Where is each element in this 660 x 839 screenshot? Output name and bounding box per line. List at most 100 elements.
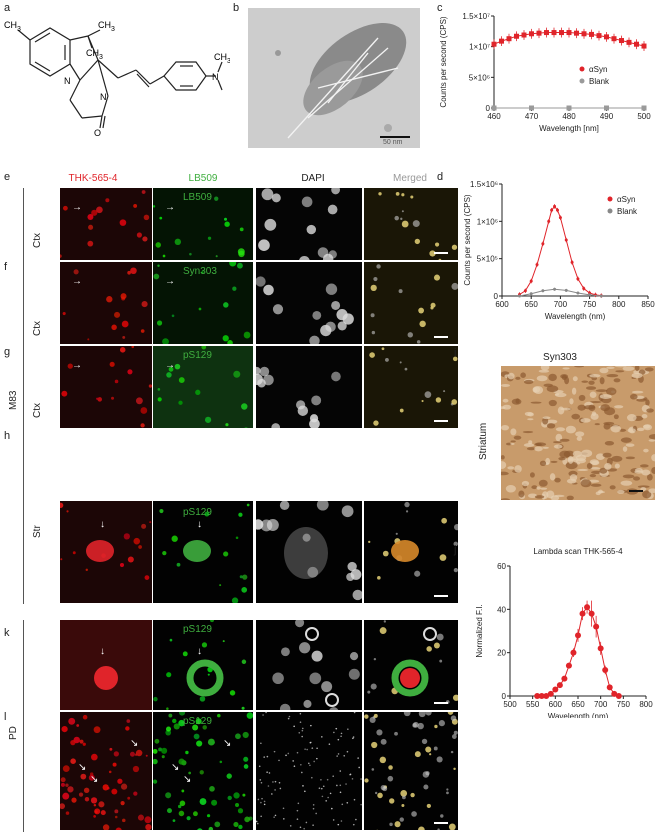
scale-bar-label: 50 nm — [383, 139, 403, 146]
ch3-label: CH3 — [4, 20, 21, 33]
chart-c: 460 470 480 490 500 0 5×10⁶ 1×10⁷ 1.5×10⁷ Wavelen… — [439, 12, 651, 133]
ch3-label: CH3 — [98, 20, 115, 33]
y-tick-label: 0 — [502, 692, 507, 701]
legend-label: αSyn — [617, 195, 635, 204]
ihc-row-label: Striatum — [478, 422, 489, 460]
arrow-icon: → — [72, 360, 82, 371]
x-tick-label: 700 — [554, 300, 568, 309]
row-label-m83: M83 — [8, 390, 19, 410]
data-point — [641, 43, 647, 49]
data-point — [588, 610, 595, 617]
data-point — [606, 684, 613, 691]
data-point — [491, 41, 497, 47]
scale-bar — [434, 420, 448, 422]
arrow-icon: ↘ — [78, 762, 87, 773]
data-point — [565, 662, 572, 669]
row-label-f: Ctx — [32, 321, 43, 336]
green-label-k: pS129 — [183, 624, 212, 635]
row-label-h: Str — [32, 525, 43, 538]
panel-label-e: e — [4, 171, 11, 183]
micrograph-l-red — [60, 712, 152, 830]
legend-label: Blank — [589, 77, 610, 86]
x-axis-label: Wavelength (nm) — [545, 312, 606, 321]
series-line — [519, 288, 602, 297]
micrograph-g-green — [153, 346, 253, 428]
legend-marker — [607, 208, 613, 214]
panel-label-i: i — [454, 347, 457, 359]
x-tick-label: 800 — [639, 700, 653, 709]
x-tick-label: 650 — [571, 700, 585, 709]
micrograph-k-green — [153, 620, 253, 710]
col-header-merged: Merged — [393, 173, 427, 184]
x-tick-label: 500 — [637, 112, 651, 121]
ihc-image — [501, 366, 655, 500]
arrow-icon: ↘ — [171, 762, 180, 773]
data-point — [579, 610, 586, 617]
data-point — [551, 30, 557, 36]
x-tick-label: 460 — [487, 112, 501, 121]
green-label-h: pS129 — [183, 507, 212, 518]
arrow-icon: → — [72, 202, 82, 213]
n-atom: N — [212, 72, 219, 82]
x-tick-label: 750 — [583, 300, 597, 309]
n-atom: N — [64, 76, 71, 86]
x-tick-label: 800 — [612, 300, 626, 309]
ch3-label: CH3 — [86, 48, 103, 61]
x-tick-label: 600 — [549, 700, 563, 709]
x-tick-label: 480 — [562, 112, 576, 121]
data-point — [599, 294, 603, 298]
micrograph-f-merged — [364, 262, 458, 344]
data-point — [529, 279, 533, 283]
data-point — [576, 277, 580, 281]
data-point — [576, 291, 580, 295]
n-atom: N — [100, 92, 107, 102]
x-tick-label: 850 — [641, 300, 655, 309]
panel-label-g: g — [4, 346, 11, 358]
x-tick-label: 550 — [526, 700, 540, 709]
micrograph-k-red — [60, 620, 152, 710]
data-point — [615, 693, 622, 699]
chart-title: Lambda scan THK-565-4 — [533, 548, 623, 556]
data-point — [561, 675, 568, 682]
data-point — [529, 31, 534, 37]
y-tick-label: 40 — [497, 605, 506, 614]
data-point — [538, 693, 545, 699]
x-tick-label: 470 — [525, 112, 539, 121]
ihc-title: Syn303 — [543, 352, 577, 363]
data-point — [574, 30, 579, 36]
data-point — [581, 31, 587, 37]
scale-bar — [434, 252, 448, 254]
green-label-f: Syn303 — [183, 266, 217, 277]
micrograph-e-red — [60, 188, 152, 260]
data-point — [543, 693, 550, 699]
x-tick-label: 490 — [600, 112, 614, 121]
data-point — [541, 289, 545, 293]
legend-label: Blank — [617, 207, 638, 216]
micrograph-f-dapi — [256, 262, 362, 344]
data-point — [491, 105, 497, 111]
data-point — [555, 208, 559, 212]
y-axis-label: Counts per second (CPS) — [463, 194, 472, 285]
legend-marker — [579, 66, 585, 72]
y-tick-label: 5×10⁶ — [469, 73, 490, 82]
data-point — [506, 36, 512, 42]
micrograph-e-dapi — [256, 188, 362, 260]
data-point — [536, 30, 542, 36]
panel-label-a: a — [4, 2, 11, 14]
data-point — [499, 38, 504, 44]
data-point — [518, 294, 522, 298]
panel-label-d: d — [437, 171, 444, 183]
data-point — [626, 39, 632, 45]
arrow-icon: ↓ — [100, 519, 105, 530]
x-tick-label: 700 — [594, 700, 608, 709]
y-tick-label: 20 — [497, 649, 506, 658]
legend-marker — [607, 196, 613, 202]
data-point — [550, 208, 554, 212]
data-point — [611, 690, 618, 697]
micrograph-l-merged — [364, 712, 458, 830]
data-point — [547, 690, 554, 697]
data-point — [566, 105, 572, 111]
scale-bar — [434, 595, 448, 597]
scale-bar — [434, 336, 448, 338]
arrow-icon: ↘ — [130, 738, 139, 749]
